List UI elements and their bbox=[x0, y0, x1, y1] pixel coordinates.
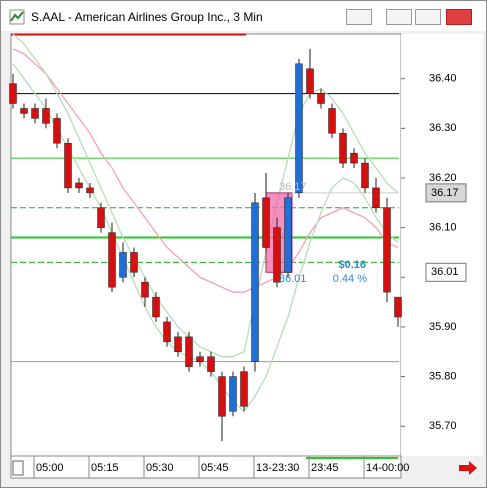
candle-body bbox=[306, 68, 314, 94]
candle-body bbox=[42, 108, 50, 124]
candle-body bbox=[339, 133, 347, 164]
x-tick-label: 13-23:30 bbox=[256, 462, 299, 474]
candle-body bbox=[317, 93, 325, 104]
candle-body bbox=[9, 83, 17, 104]
candle-body bbox=[207, 356, 215, 372]
candle-body bbox=[130, 252, 138, 273]
scroll-arrow[interactable] bbox=[459, 461, 477, 475]
candle-body bbox=[361, 162, 369, 189]
candle-body bbox=[262, 197, 270, 248]
candle-body bbox=[383, 207, 391, 293]
candle-body bbox=[119, 252, 127, 278]
price-flag bbox=[425, 262, 467, 282]
x-tick-label: 05:30 bbox=[146, 462, 174, 474]
price-flag bbox=[425, 183, 467, 203]
candle-body bbox=[174, 336, 182, 352]
maximize-button[interactable] bbox=[415, 9, 441, 25]
candle-body bbox=[196, 356, 204, 362]
candle-body bbox=[218, 376, 226, 417]
candle-body bbox=[229, 376, 237, 412]
y-tick-label: 36.10 bbox=[429, 222, 457, 234]
window-title: S.AAL - American Airlines Group Inc., 3 … bbox=[31, 10, 263, 24]
candle-body bbox=[240, 371, 248, 407]
plot-area bbox=[10, 33, 402, 457]
candle-body bbox=[20, 108, 28, 114]
candle-body bbox=[185, 336, 193, 367]
candle-body bbox=[86, 187, 94, 194]
app-icon bbox=[9, 9, 25, 25]
chart: 35.7035.8035.9036.0036.1036.2036.3036.40… bbox=[9, 33, 483, 479]
candle-body bbox=[284, 197, 292, 273]
candle-body bbox=[97, 207, 105, 228]
measure-change: $0.16 bbox=[338, 259, 366, 271]
measure-bottom-label: 36.01 bbox=[279, 273, 307, 285]
candle-body bbox=[295, 63, 303, 194]
y-tick-label: 36.20 bbox=[429, 172, 457, 184]
y-tick-label: 35.90 bbox=[429, 321, 457, 333]
link-button[interactable] bbox=[346, 9, 372, 25]
candle-body bbox=[273, 227, 281, 283]
scroll-box[interactable] bbox=[12, 460, 24, 476]
candle-body bbox=[53, 118, 61, 144]
candle-body bbox=[350, 152, 358, 164]
x-tick-label: 05:15 bbox=[91, 462, 119, 474]
candle-body bbox=[163, 321, 171, 343]
time-axis bbox=[10, 455, 402, 479]
indicator-line bbox=[12, 48, 399, 293]
x-tick-label: 23:45 bbox=[311, 462, 339, 474]
candle-body bbox=[372, 187, 380, 209]
y-tick-label: 35.80 bbox=[429, 370, 457, 382]
x-tick-label: 05:00 bbox=[36, 462, 64, 474]
x-tick-label: 14-00:00 bbox=[366, 462, 409, 474]
candle-body bbox=[394, 296, 402, 318]
title-bar: S.AAL - American Airlines Group Inc., 3 … bbox=[1, 1, 486, 31]
minimize-button[interactable] bbox=[386, 9, 412, 25]
candle-body bbox=[152, 296, 160, 318]
candle-body bbox=[31, 108, 39, 119]
measure-percent: 0.44 % bbox=[333, 273, 367, 285]
price-flag-label: 36.01 bbox=[431, 266, 459, 278]
candle-body bbox=[64, 142, 72, 189]
indicator-line bbox=[12, 63, 399, 413]
x-tick-label: 05:45 bbox=[201, 462, 229, 474]
candle-body bbox=[328, 108, 336, 134]
indicator-line bbox=[12, 33, 399, 358]
candle-body bbox=[141, 281, 149, 298]
candle-body bbox=[75, 182, 83, 189]
price-axis bbox=[401, 34, 483, 456]
measure-top-label: 36.17 bbox=[279, 181, 307, 193]
price-flag-label: 36.17 bbox=[431, 187, 459, 199]
y-tick-label: 36.40 bbox=[429, 73, 457, 85]
candle-body bbox=[108, 232, 116, 288]
y-tick-label: 36.30 bbox=[429, 122, 457, 134]
close-button[interactable] bbox=[446, 9, 472, 25]
y-tick-label: 35.70 bbox=[429, 420, 457, 432]
candle-body bbox=[251, 202, 259, 362]
